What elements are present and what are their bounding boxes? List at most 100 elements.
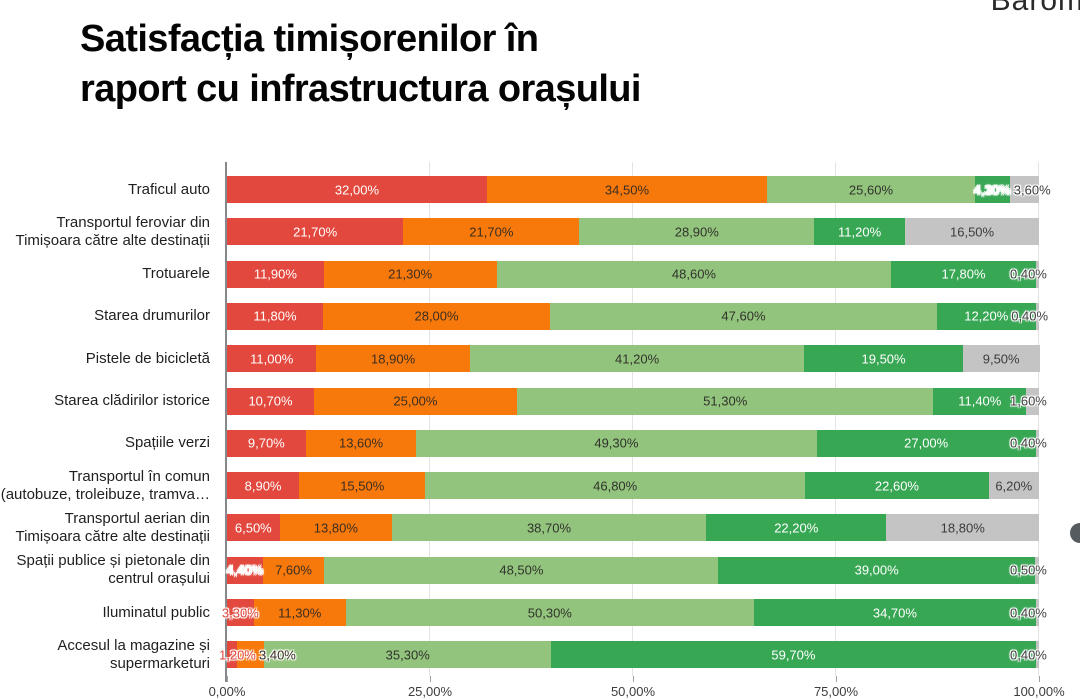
bar-segment-dark-green: [933, 387, 1026, 415]
bar-value-label: 50,30%: [527, 605, 572, 620]
category-label: Trotuarele: [142, 265, 210, 283]
bar-value-label: 34,70%: [872, 605, 917, 620]
bar-segment-light-green: [264, 641, 551, 669]
bar-value-label: 21,70%: [293, 224, 338, 240]
x-axis: 0,00% 25,00% 50,00% 75,00% 100,00%: [209, 676, 1065, 700]
bar-segment-dark-green: [974, 176, 1010, 203]
bar-segment-gray: [886, 514, 1039, 542]
axis-tick: [430, 676, 431, 682]
bar-value-label: 51,30%: [703, 393, 748, 409]
bar-value-label: 3,40%: [259, 647, 296, 663]
bar-row: 8,90% 15,50% 46,80% 22,60% 6,20%: [227, 472, 1039, 500]
axis-tick-label: 75,00%: [813, 684, 859, 699]
comment-marker-icon: [1070, 523, 1080, 543]
bar-segment-light-green: [496, 260, 892, 288]
bar-segment-gray: [1035, 599, 1039, 626]
axis-tick-label: 50,00%: [610, 684, 656, 699]
bar-value-label: 38,70%: [526, 520, 572, 536]
bar-row: 32,00% 34,50% 25,60% 4,30% 3,60%: [227, 176, 1051, 203]
bar-segment-orange: [486, 176, 767, 203]
bar-segment-red: [227, 641, 237, 669]
category-label: Transportul în comun (autobuze, troleibuz…: [0, 467, 210, 503]
bar-segment-light-green: [579, 218, 815, 246]
bar-segment-light-green: [550, 302, 937, 330]
bar-value-label: 48,60%: [671, 266, 716, 282]
category-label: Traficul auto: [128, 180, 210, 198]
bar-segment-orange: [322, 302, 551, 330]
bar-value-label: 18,90%: [371, 351, 416, 367]
chart-title-line-1: Satisfacția timișorenilor în: [80, 18, 539, 60]
bar-value-label: 48,50%: [499, 562, 544, 578]
bar-value-label: 16,50%: [950, 224, 995, 240]
y-axis-labels: Traficul auto Transportul feroviar din Tim…: [0, 162, 219, 676]
bar-row: 10,70% 25,00% 51,30% 11,40% 1,60%: [227, 387, 1047, 415]
bar-segment-dark-green: [936, 302, 1036, 330]
bar-row: 4,40% 7,60% 48,50% 39,00% 0,50%: [226, 556, 1047, 584]
bar-value-label: 22,20%: [774, 520, 819, 536]
bar-segment-gray: [962, 345, 1040, 373]
bar-value-label: 11,80%: [253, 308, 297, 324]
bar-segment-orange: [313, 387, 517, 415]
bar-segment-red: [227, 302, 323, 330]
bar-segment-light-green: [516, 387, 934, 415]
bar-segment-red: [227, 218, 404, 246]
bar-segment-dark-green: [816, 429, 1036, 457]
bar-value-label: 7,60%: [275, 562, 312, 578]
category-label: Pistele de bicicletă: [85, 349, 210, 367]
axis-tick-label: 100,00%: [1013, 684, 1065, 699]
y-axis-line: [225, 162, 227, 682]
bar-segment-gray: [988, 472, 1039, 500]
bar-row: 1,20% 3,40% 35,30% 59,70% 0,40%: [219, 641, 1047, 669]
bar-value-label: 11,90%: [253, 266, 297, 282]
bar-value-label: 1,20%: [219, 647, 256, 663]
chart-title: Satisfacția timișorenilor în raport cu i…: [80, 14, 641, 114]
bar-value-label: 9,50%: [982, 351, 1020, 367]
bar-value-label: 13,60%: [338, 435, 384, 451]
bar-value-label: 13,80%: [313, 520, 358, 536]
bar-segment-light-green: [416, 429, 817, 457]
axis-tick-label: 25,00%: [407, 684, 453, 699]
bar-segment-light-green: [345, 599, 754, 626]
bar-segment-orange: [262, 556, 325, 584]
bar-value-label: 9,70%: [247, 435, 285, 451]
bar-value-label: 18,80%: [940, 520, 985, 536]
bar-value-label: 46,80%: [593, 478, 638, 494]
plot-area: 32,00% 34,50% 25,60% 4,30% 3,60% 21,70% 21,70%…: [219, 162, 1051, 676]
bar-segment-dark-green: [814, 218, 905, 246]
bar-value-label: 22,60%: [874, 478, 919, 494]
bar-value-label: 0,40%: [1010, 435, 1047, 451]
bar-value-label: 1,60%: [1010, 393, 1047, 409]
bar-value-label: 34,50%: [604, 182, 649, 197]
bar-value-label: 19,50%: [861, 351, 906, 367]
bar-segment-orange: [323, 260, 497, 288]
bar-segment-red: [227, 514, 280, 542]
bar-segment-red: [227, 599, 254, 626]
bar-segment-gray: [1035, 260, 1039, 288]
bar-segment-orange: [236, 641, 265, 669]
bar-segment-red: [227, 260, 324, 288]
bar-segment-red: [227, 176, 487, 203]
category-label: Starea clădirilor istorice: [54, 392, 210, 409]
bar-value-label: 3,30%: [221, 605, 259, 620]
bar-value-label: 25,00%: [393, 393, 438, 409]
bar-segment-dark-green: [804, 345, 963, 373]
bar-value-label: 25,60%: [848, 182, 893, 197]
bar-segment-gray: [1035, 302, 1039, 330]
bar-value-label: 21,30%: [388, 266, 433, 282]
axis-tick: [633, 676, 634, 682]
category-label: Starea drumurilor: [94, 307, 210, 325]
bar-segment-light-green: [766, 176, 975, 203]
bar-segment-light-green: [469, 345, 805, 373]
bar-value-label: 59,70%: [771, 647, 816, 663]
bar-segment-dark-green: [550, 641, 1036, 669]
bar-value-label: 11,20%: [838, 224, 882, 240]
bar-segment-dark-green: [718, 556, 1035, 584]
bar-value-label: 11,30%: [278, 605, 322, 620]
bar-row: 3,30% 11,30% 50,30% 34,70% 0,40%: [222, 599, 1047, 626]
category-label: Spațiile verzi: [124, 434, 210, 452]
bar-segment-orange: [305, 429, 417, 457]
bar-segment-red: [227, 387, 314, 415]
bar-segment-dark-green: [706, 514, 887, 542]
category-label: Spații publice și pietonale din centrul o…: [16, 552, 210, 588]
